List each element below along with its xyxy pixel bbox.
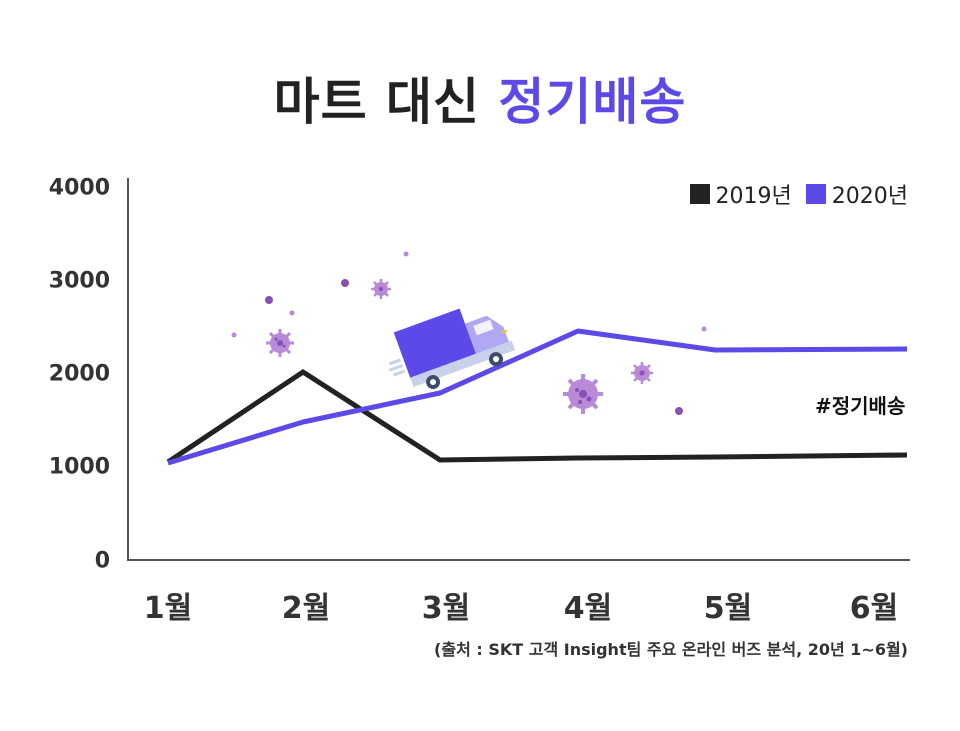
virus-icon <box>371 279 391 299</box>
x-tick-may: 5월 <box>703 591 753 626</box>
series-line-2019 <box>166 369 908 465</box>
virus-icon <box>266 329 294 357</box>
x-tick-apr: 4월 <box>563 591 613 626</box>
x-tick-feb: 2월 <box>281 591 331 626</box>
legend-label-2019: 2019년 <box>715 184 792 209</box>
legend-swatch-2019 <box>689 184 710 204</box>
x-tick-jun: 6월 <box>849 591 899 626</box>
chart-title: 마트 대신 정기배송 <box>0 62 960 134</box>
source-note: (출처 : SKT 고객 Insight팀 주요 온라인 버즈 분석, 20년 … <box>434 640 908 659</box>
legend: 2019년 2020년 <box>689 178 908 210</box>
series-line-2020 <box>167 328 908 466</box>
title-part-2: 정기배송 <box>498 73 687 131</box>
y-tick-3000: 3000 <box>48 268 110 294</box>
y-tick-1000: 1000 <box>48 454 110 480</box>
legend-item-2020: 2020년 <box>805 178 908 210</box>
title-part-1: 마트 대신 <box>273 73 499 131</box>
legend-item-2019: 2019년 <box>689 178 792 210</box>
virus-icon <box>631 362 653 384</box>
y-tick-0: 0 <box>94 548 110 574</box>
x-tick-mar: 3월 <box>421 591 471 626</box>
delivery-truck-icon <box>388 308 516 390</box>
y-tick-2000: 2000 <box>48 361 110 387</box>
virus-dots-decoration <box>231 251 707 415</box>
hashtag-annotation: #정기배송 <box>815 394 906 418</box>
legend-swatch-2020 <box>805 184 826 204</box>
virus-icon <box>563 374 603 414</box>
x-tick-jan: 1월 <box>143 591 193 626</box>
y-tick-4000: 4000 <box>48 175 110 201</box>
legend-label-2020: 2020년 <box>831 184 908 209</box>
